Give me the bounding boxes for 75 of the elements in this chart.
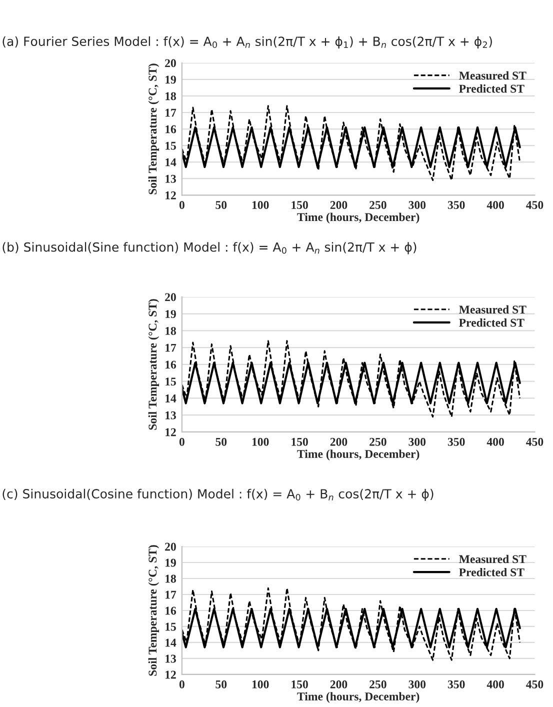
x-tick-label: 50 <box>216 201 227 209</box>
x-tick-label: 450 <box>526 438 544 446</box>
legend-label: Measured ST <box>459 554 526 564</box>
legend-label: Measured ST <box>459 71 526 80</box>
y-tick-label: 19 <box>166 76 176 84</box>
x-tick-label: 150 <box>292 438 308 446</box>
x-tick-label: 350 <box>448 680 465 688</box>
x-tick-label: 100 <box>252 201 269 209</box>
x-tick-label: 50 <box>216 680 227 688</box>
y-tick-label: 16 <box>166 606 176 615</box>
y-tick-label: 20 <box>165 293 176 302</box>
x-tick-label: 200 <box>330 680 348 688</box>
chart-title: (b) Sinusoidal(Sine function) Model : f(x) = A$_{0}$ + A$_{n}$ sin(2π/T x + ϕ) <box>2 242 416 254</box>
y-tick-label: 14 <box>166 158 176 166</box>
x-tick-label: 450 <box>526 201 544 209</box>
y-tick-label: 15 <box>166 378 176 386</box>
x-tick-label: 150 <box>292 201 308 209</box>
x-tick-label: 150 <box>292 680 308 688</box>
legend-label: Predicted ST <box>459 84 524 93</box>
y-tick-label: 20 <box>165 542 176 551</box>
y-tick-label: 17 <box>166 108 176 117</box>
y-tick-label: 12 <box>166 191 176 200</box>
y-axis-title: Soil Temperature (°C, ST) <box>148 64 160 194</box>
y-tick-label: 13 <box>166 411 176 420</box>
line-series <box>182 105 521 182</box>
y-tick-label: 12 <box>166 428 176 436</box>
legend-label: Predicted ST <box>459 568 524 576</box>
x-tick-label: 0 <box>179 201 184 209</box>
y-tick-label: 14 <box>166 394 176 402</box>
x-tick-label: 400 <box>486 201 504 209</box>
x-tick-label: 0 <box>179 680 184 688</box>
y-axis-title: Soil Temperature (°C, ST) <box>148 299 160 430</box>
y-tick-label: 16 <box>166 360 176 369</box>
line-series <box>182 587 521 661</box>
x-tick-label: 100 <box>252 680 269 688</box>
y-tick-label: 19 <box>166 558 176 567</box>
x-tick-label: 450 <box>526 680 544 688</box>
y-tick-label: 12 <box>166 670 176 679</box>
x-axis-title: Time (hours, December) <box>297 212 420 224</box>
x-tick-label: 300 <box>408 438 426 446</box>
x-tick-label: 350 <box>448 438 465 446</box>
x-axis-title: Time (hours, December) <box>297 692 420 703</box>
chart-title: (c) Sinusoidal(Cosine function) Model : f(x) = A$_{0}$ + B$_{n}$ cos(2π/T x + ϕ) <box>2 488 434 501</box>
line-series <box>182 340 521 418</box>
y-tick-label: 13 <box>166 174 176 183</box>
x-tick-label: 200 <box>330 201 348 209</box>
y-tick-label: 15 <box>166 622 176 631</box>
x-tick-label: 350 <box>448 201 465 209</box>
x-tick-label: 0 <box>179 438 184 446</box>
x-tick-label: 250 <box>370 438 386 446</box>
y-tick-label: 18 <box>166 92 176 100</box>
x-tick-label: 400 <box>486 680 504 688</box>
y-tick-label: 16 <box>166 125 176 134</box>
y-axis-title: Soil Temperature (°C, ST) <box>148 545 160 676</box>
legend-label: Measured ST <box>459 305 526 314</box>
x-tick-label: 200 <box>330 438 348 446</box>
x-tick-label: 300 <box>408 680 426 688</box>
y-tick-label: 19 <box>166 310 176 318</box>
y-tick-label: 14 <box>166 638 176 647</box>
x-axis-title: Time (hours, December) <box>297 450 420 460</box>
x-tick-label: 400 <box>486 438 504 446</box>
x-tick-label: 300 <box>408 201 426 209</box>
x-tick-label: 50 <box>216 438 227 446</box>
x-tick-label: 100 <box>252 438 269 446</box>
y-tick-label: 20 <box>165 59 176 68</box>
y-tick-label: 18 <box>166 574 176 583</box>
legend-label: Predicted ST <box>459 318 524 327</box>
y-tick-label: 17 <box>166 344 176 352</box>
x-tick-label: 250 <box>370 680 386 688</box>
chart-title: (a) Fourier Series Model : f(x) = A$_{0}$ + A$_{n}$ sin(2π/T x + ϕ$_{1}$) + B$_{n}$ cos(2π/T x + ϕ$_{2}$) <box>2 36 492 48</box>
y-tick-label: 15 <box>166 142 176 150</box>
y-tick-label: 18 <box>166 326 176 335</box>
x-tick-label: 250 <box>370 201 386 209</box>
y-tick-label: 17 <box>166 590 176 599</box>
y-tick-label: 13 <box>166 654 176 663</box>
